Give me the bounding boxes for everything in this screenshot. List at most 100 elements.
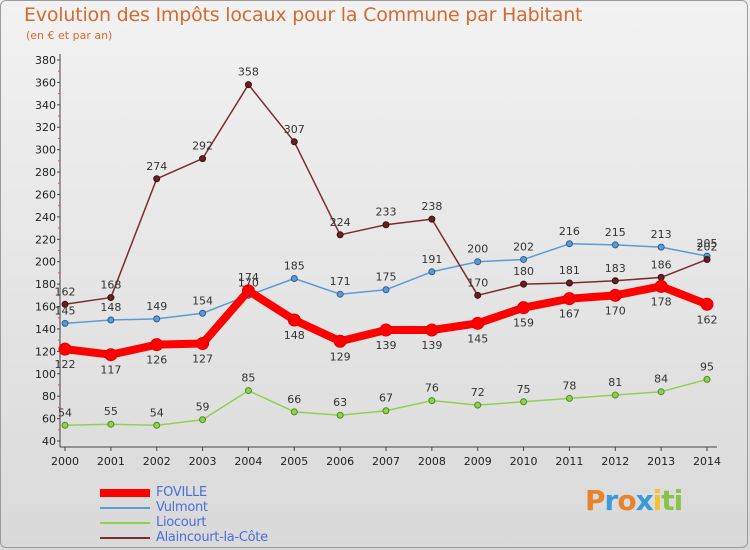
y-tick-label: 260 — [35, 188, 56, 201]
y-tick-label: 380 — [35, 54, 56, 67]
data-point — [287, 313, 301, 327]
x-tick-label: 2001 — [97, 455, 125, 468]
y-tick-label: 100 — [35, 368, 56, 381]
data-point — [290, 138, 298, 146]
data-label: 148 — [100, 301, 121, 314]
data-label: 139 — [421, 339, 442, 352]
data-point — [244, 81, 252, 89]
y-tick-label: 320 — [35, 121, 56, 134]
data-point — [654, 279, 668, 293]
logo-letter: t — [661, 484, 674, 517]
data-label: 175 — [376, 271, 397, 284]
data-label: 122 — [55, 358, 76, 371]
data-label: 78 — [562, 379, 576, 392]
data-label: 95 — [700, 360, 714, 373]
y-tick-label: 280 — [35, 166, 56, 179]
data-point — [425, 323, 439, 337]
data-point — [565, 240, 573, 248]
logo-letter: i — [652, 484, 663, 517]
data-label: 66 — [287, 393, 301, 406]
legend-swatch — [100, 537, 150, 539]
data-label: 145 — [55, 304, 76, 317]
data-point — [474, 291, 482, 299]
logo-letter: x — [635, 484, 654, 517]
x-tick-label: 2013 — [647, 455, 675, 468]
legend-swatch — [100, 507, 150, 509]
data-point — [107, 420, 115, 428]
data-label: 171 — [330, 275, 351, 288]
data-point — [565, 394, 573, 402]
data-label: 200 — [467, 243, 488, 256]
y-tick-label: 180 — [35, 278, 56, 291]
data-point — [428, 215, 436, 223]
x-tick-label: 2009 — [464, 455, 492, 468]
data-point — [150, 338, 164, 352]
data-point — [700, 297, 714, 311]
data-point — [241, 284, 255, 298]
data-label: 55 — [104, 405, 118, 418]
chart-subtitle: (en € et par an) — [26, 29, 113, 42]
data-point — [336, 411, 344, 419]
data-point — [199, 155, 207, 163]
data-point — [199, 416, 207, 424]
data-label: 127 — [192, 353, 213, 366]
logo-letter: i — [673, 484, 684, 517]
x-tick-label: 2006 — [326, 455, 354, 468]
data-label: 85 — [241, 372, 255, 385]
legend-label: FOVILLE — [156, 485, 207, 500]
data-label: 81 — [608, 376, 622, 389]
data-point — [336, 231, 344, 239]
x-tick-label: 2014 — [693, 455, 721, 468]
data-label: 191 — [421, 253, 442, 266]
y-tick-label: 140 — [35, 323, 56, 336]
data-point — [196, 337, 210, 351]
data-label: 274 — [146, 160, 167, 173]
legend-label: Vulmont — [156, 500, 208, 515]
data-label: 154 — [192, 294, 213, 307]
data-point — [520, 398, 528, 406]
y-tick-label: 240 — [35, 211, 56, 224]
data-label: 180 — [513, 265, 534, 278]
chart-title: Evolution des Impôts locaux pour la Comm… — [24, 4, 583, 26]
data-point — [517, 301, 531, 315]
data-point — [336, 290, 344, 298]
data-label: 170 — [238, 276, 259, 289]
y-tick-label: 200 — [35, 256, 56, 269]
data-label: 63 — [333, 396, 347, 409]
data-point — [199, 309, 207, 317]
x-tick-label: 2011 — [555, 455, 583, 468]
data-label: 126 — [146, 354, 167, 367]
data-label: 170 — [467, 276, 488, 289]
data-label: 67 — [379, 392, 393, 405]
data-point — [565, 279, 573, 287]
data-point — [58, 342, 72, 356]
data-label: 178 — [651, 295, 672, 308]
x-tick-label: 2012 — [601, 455, 629, 468]
data-point — [153, 421, 161, 429]
x-tick-label: 2010 — [510, 455, 538, 468]
logo-letter: P — [585, 484, 606, 517]
data-label: 186 — [651, 258, 672, 271]
data-label: 72 — [471, 386, 485, 399]
legend-label: Alaincourt-la-Côte — [156, 530, 268, 545]
x-tick-label: 2004 — [234, 455, 262, 468]
data-label: 54 — [150, 406, 164, 419]
data-point — [657, 243, 665, 251]
data-point — [520, 255, 528, 263]
data-point — [107, 294, 115, 302]
data-point — [657, 273, 665, 281]
data-point — [153, 175, 161, 183]
data-label: 167 — [559, 308, 580, 321]
data-point — [61, 421, 69, 429]
data-label: 159 — [513, 317, 534, 330]
x-tick-label: 2008 — [418, 455, 446, 468]
data-label: 145 — [467, 332, 488, 345]
data-point — [562, 292, 576, 306]
data-point — [471, 316, 485, 330]
data-label: 168 — [100, 279, 121, 292]
data-label: 213 — [651, 228, 672, 241]
x-tick-label: 2003 — [189, 455, 217, 468]
data-label: 117 — [100, 364, 121, 377]
